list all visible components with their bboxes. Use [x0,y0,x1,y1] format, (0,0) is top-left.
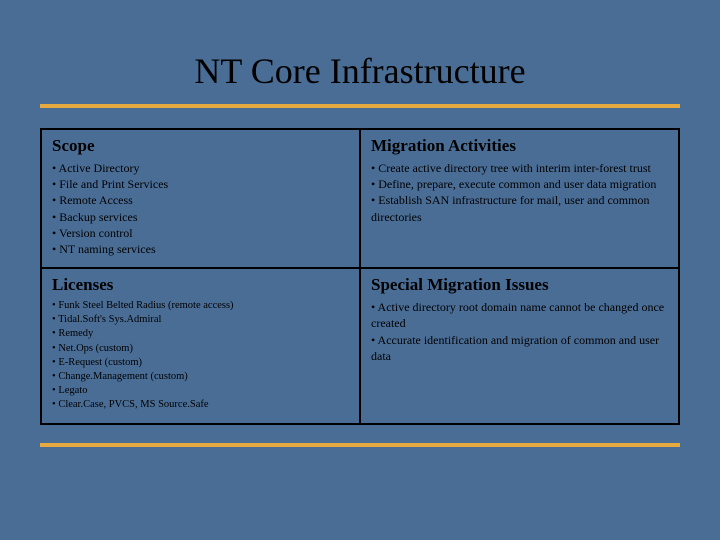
migration-header: Migration Activities [371,136,668,156]
licenses-header: Licenses [52,275,349,295]
list-item: Backup services [52,209,349,225]
list-item: Accurate identification and migration of… [371,332,668,364]
info-grid: Scope Active Directory File and Print Se… [40,128,680,425]
list-item: Create active directory tree with interi… [371,160,668,176]
page-title: NT Core Infrastructure [40,50,680,92]
list-item: Tidal.Soft's Sys.Admiral [52,313,349,327]
list-item: Establish SAN infrastructure for mail, u… [371,192,668,224]
list-item: Net.Ops (custom) [52,342,349,356]
divider-bottom [40,443,680,447]
list-item: Legato [52,384,349,398]
list-item: Define, prepare, execute common and user… [371,176,668,192]
list-item: Clear.Case, PVCS, MS Source.Safe [52,398,349,412]
scope-items: Active Directory File and Print Services… [52,160,349,257]
cell-licenses: Licenses Funk Steel Belted Radius (remot… [41,268,360,423]
list-item: Active directory root domain name cannot… [371,299,668,331]
cell-migration: Migration Activities Create active direc… [360,129,679,268]
scope-header: Scope [52,136,349,156]
list-item: E-Request (custom) [52,356,349,370]
issues-items: Active directory root domain name cannot… [371,299,668,364]
list-item: NT naming services [52,241,349,257]
list-item: Remote Access [52,192,349,208]
list-item: Funk Steel Belted Radius (remote access) [52,299,349,313]
cell-scope: Scope Active Directory File and Print Se… [41,129,360,268]
list-item: File and Print Services [52,176,349,192]
list-item: Change.Management (custom) [52,370,349,384]
list-item: Version control [52,225,349,241]
licenses-items: Funk Steel Belted Radius (remote access)… [52,299,349,412]
list-item: Active Directory [52,160,349,176]
list-item: Remedy [52,327,349,341]
issues-header: Special Migration Issues [371,275,668,295]
cell-issues: Special Migration Issues Active director… [360,268,679,423]
slide: NT Core Infrastructure Scope Active Dire… [0,0,720,540]
migration-items: Create active directory tree with interi… [371,160,668,225]
divider-top [40,104,680,108]
